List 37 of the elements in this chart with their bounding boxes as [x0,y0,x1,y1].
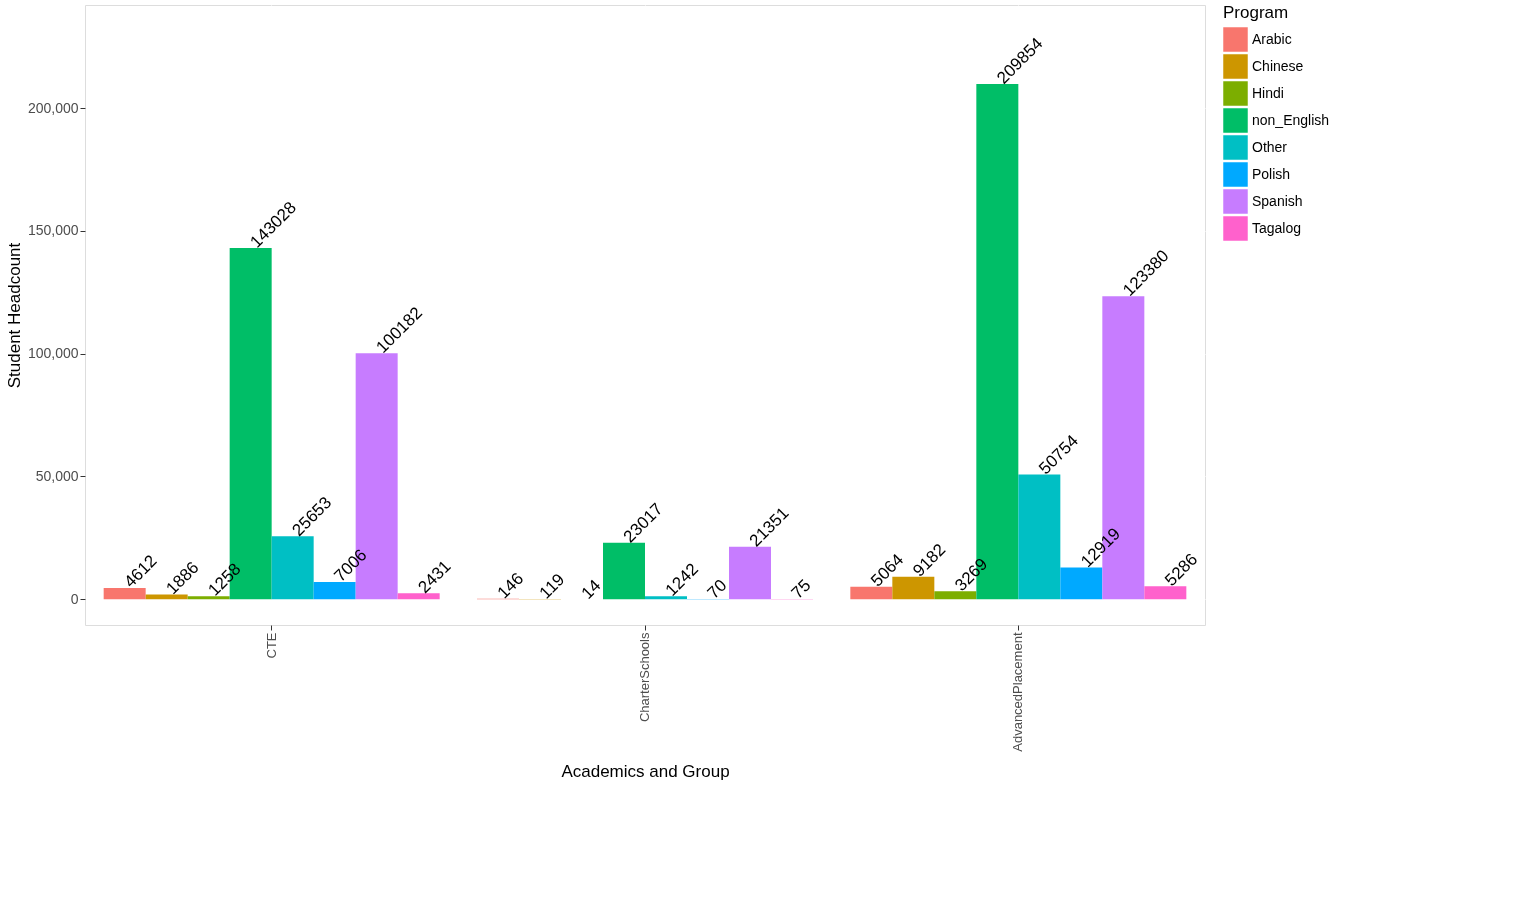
y-tick-label: 200,000 [27,99,79,116]
data-label: 70 [703,575,731,603]
y-axis-title: Student Headcount [4,242,24,389]
x-tick-label: CTE [263,632,279,659]
x-tick-label: CharterSchools [637,632,652,723]
bar [187,596,230,600]
y-tick-label: 150,000 [27,222,79,239]
bar [397,593,440,600]
legend-title: Program [1223,3,1289,22]
legend-label: Other [1252,138,1288,155]
legend-label: non_English [1252,111,1330,128]
legend-label: Arabic [1252,30,1292,47]
bar [603,542,645,600]
x-axis-title: Academics and Group [561,761,730,781]
bar [313,582,356,600]
bar [1060,567,1103,600]
bar [850,586,893,600]
data-label: 75 [787,575,815,603]
bar [934,591,977,600]
y-tick-label: 50,000 [35,467,79,484]
bar [1144,586,1187,600]
data-label: 119 [535,569,569,603]
y-tick-label: 100,000 [27,345,79,362]
bar [729,546,771,600]
data-label: 14 [577,575,605,603]
bar [645,596,687,600]
legend-label: Tagalog [1252,219,1302,236]
legend-label: Polish [1252,165,1291,182]
legend-label: Chinese [1252,57,1304,74]
bar [271,536,314,600]
y-tick-label: 0 [70,590,79,607]
legend-label: Hindi [1252,84,1284,101]
bar [1018,474,1061,600]
x-tick-label: AdvancedPlacement [1010,632,1026,752]
data-label: 146 [493,568,528,603]
bar [103,587,146,600]
legend-label: Spanish [1252,192,1303,209]
